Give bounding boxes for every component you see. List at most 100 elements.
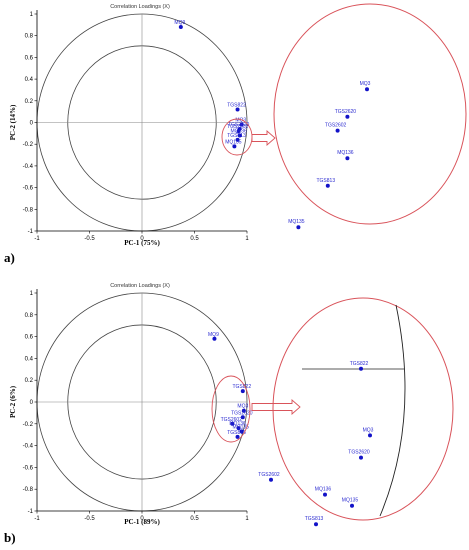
zoom-point-label: MQ135 bbox=[342, 498, 359, 504]
loading-point-label: MQ3 bbox=[237, 404, 248, 410]
y-tick-label: 0.6 bbox=[25, 55, 34, 61]
zoom-point bbox=[350, 503, 354, 508]
zoom-point-label: TGS813 bbox=[316, 178, 335, 184]
zoom-point bbox=[359, 366, 363, 371]
zoom-point bbox=[345, 156, 350, 161]
x-tick-label: -0.5 bbox=[84, 236, 95, 242]
chart-title: Correlation Loadings (X) bbox=[110, 283, 170, 289]
zoom-point bbox=[345, 114, 350, 119]
x-tick-label: -0.5 bbox=[84, 516, 95, 522]
x-tick-label: -1 bbox=[34, 236, 40, 242]
loading-point-label: MQ9 bbox=[208, 332, 219, 338]
zoom-point-label: MQ136 bbox=[337, 150, 354, 156]
panel-label: b) bbox=[4, 530, 16, 545]
loading-point bbox=[235, 434, 240, 439]
loading-point-label: MQ9 bbox=[174, 20, 185, 26]
loading-point bbox=[232, 144, 237, 149]
zoom-point-label: MQ136 bbox=[315, 487, 332, 493]
y-tick-label: 1 bbox=[30, 12, 34, 18]
y-axis-label: PC-2 (14%) bbox=[9, 104, 17, 140]
zoom-point bbox=[359, 455, 363, 460]
y-tick-label: -0.8 bbox=[23, 487, 34, 493]
loading-point bbox=[178, 25, 183, 30]
loading-point-label: MQ136 bbox=[229, 421, 246, 427]
y-tick-label: -0.6 bbox=[23, 186, 34, 192]
zoom-point-label: MQ3 bbox=[360, 81, 371, 87]
x-tick-label: 0 bbox=[140, 516, 144, 522]
zoom-point bbox=[365, 87, 369, 92]
y-tick-label: -0.4 bbox=[23, 164, 34, 170]
zoom-point bbox=[269, 477, 273, 482]
zoom-point bbox=[368, 433, 372, 438]
y-tick-label: 1 bbox=[30, 291, 34, 297]
x-axis-label: PC-1 (75%) bbox=[124, 239, 160, 247]
loading-point bbox=[212, 336, 217, 341]
y-tick-label: 0.2 bbox=[25, 99, 34, 105]
zoom-point-label: TGS2620 bbox=[348, 450, 370, 456]
panel-label: a) bbox=[4, 250, 15, 265]
chart-panel-b: Correlation Loadings (X) -1 -0.5 0 0.5 1 1 0.8 0… bbox=[4, 283, 454, 545]
zoom-point bbox=[335, 128, 340, 133]
y-tick-label: -0.6 bbox=[23, 465, 34, 471]
loading-point-label: TGS822 bbox=[227, 102, 246, 108]
zoom-arrow bbox=[251, 130, 276, 146]
y-tick-label: -0.2 bbox=[23, 422, 34, 428]
zoom-point-label: TGS2620 bbox=[335, 109, 357, 115]
y-tick-label: 0.8 bbox=[25, 34, 34, 40]
loading-point-label: MQ135 bbox=[225, 139, 242, 145]
zoom-view-ellipse bbox=[272, 297, 454, 521]
zoom-point-label: MQ3 bbox=[363, 427, 374, 433]
y-tick-label: 0 bbox=[30, 121, 34, 127]
zoom-point-label: TGS813 bbox=[305, 516, 324, 522]
loading-point bbox=[239, 122, 244, 127]
y-tick-label: 0.8 bbox=[25, 313, 34, 319]
y-tick-label: 0.4 bbox=[25, 356, 34, 362]
y-tick-label: -0.4 bbox=[23, 444, 34, 450]
y-tick-label: -0.2 bbox=[23, 142, 34, 148]
loading-point bbox=[239, 429, 244, 434]
loading-point-label: MQ136 bbox=[230, 129, 247, 135]
loading-point bbox=[241, 408, 246, 413]
y-tick-label: 0 bbox=[30, 400, 34, 406]
x-tick-label: 0.5 bbox=[190, 516, 199, 522]
loading-point bbox=[235, 137, 240, 142]
loading-point-label: MQ135 bbox=[233, 424, 250, 430]
loading-point bbox=[235, 107, 240, 112]
loading-point-label: TGS2602 bbox=[227, 124, 249, 130]
zoom-view-ellipse bbox=[273, 3, 467, 225]
loading-point-label: TGS2620 bbox=[228, 122, 250, 128]
zoom-point-label: MQ135 bbox=[288, 219, 305, 225]
zoom-point bbox=[314, 522, 318, 527]
x-axis-label: PC-1 (89%) bbox=[124, 518, 160, 526]
loading-point bbox=[230, 421, 235, 426]
zoom-point bbox=[296, 225, 301, 230]
x-tick-label: 1 bbox=[245, 516, 249, 522]
zoom-region-highlight bbox=[211, 375, 251, 443]
loading-point-label: TGS2602 bbox=[221, 417, 243, 423]
loading-point bbox=[240, 415, 245, 420]
chart-title: Correlation Loadings (X) bbox=[110, 4, 170, 10]
x-tick-label: 0 bbox=[140, 236, 144, 242]
zoom-point-label: TGS2602 bbox=[258, 472, 280, 478]
x-tick-label: -1 bbox=[34, 516, 40, 522]
y-tick-label: -1 bbox=[28, 229, 34, 235]
y-tick-label: -0.8 bbox=[23, 207, 34, 213]
zoom-point bbox=[323, 492, 327, 497]
loading-point-label: MQ3 bbox=[235, 118, 246, 124]
loading-point-label: TGS2620 bbox=[231, 410, 253, 416]
x-tick-label: 1 bbox=[245, 236, 249, 242]
loading-point bbox=[236, 426, 241, 431]
loading-point-label: TGS813 bbox=[227, 133, 246, 139]
zoom-arrow bbox=[251, 399, 301, 415]
loading-point-label: TGS813 bbox=[227, 430, 246, 436]
y-tick-label: 0.6 bbox=[25, 335, 34, 341]
loading-point bbox=[236, 129, 241, 134]
y-tick-label: -1 bbox=[28, 509, 34, 515]
zoom-point bbox=[325, 183, 330, 188]
zoom-point-label: TGS822 bbox=[350, 361, 369, 367]
y-tick-label: 0.2 bbox=[25, 378, 34, 384]
loading-point-label: TGS822 bbox=[232, 384, 251, 390]
x-tick-label: 0.5 bbox=[190, 236, 199, 242]
loading-point bbox=[240, 389, 245, 394]
